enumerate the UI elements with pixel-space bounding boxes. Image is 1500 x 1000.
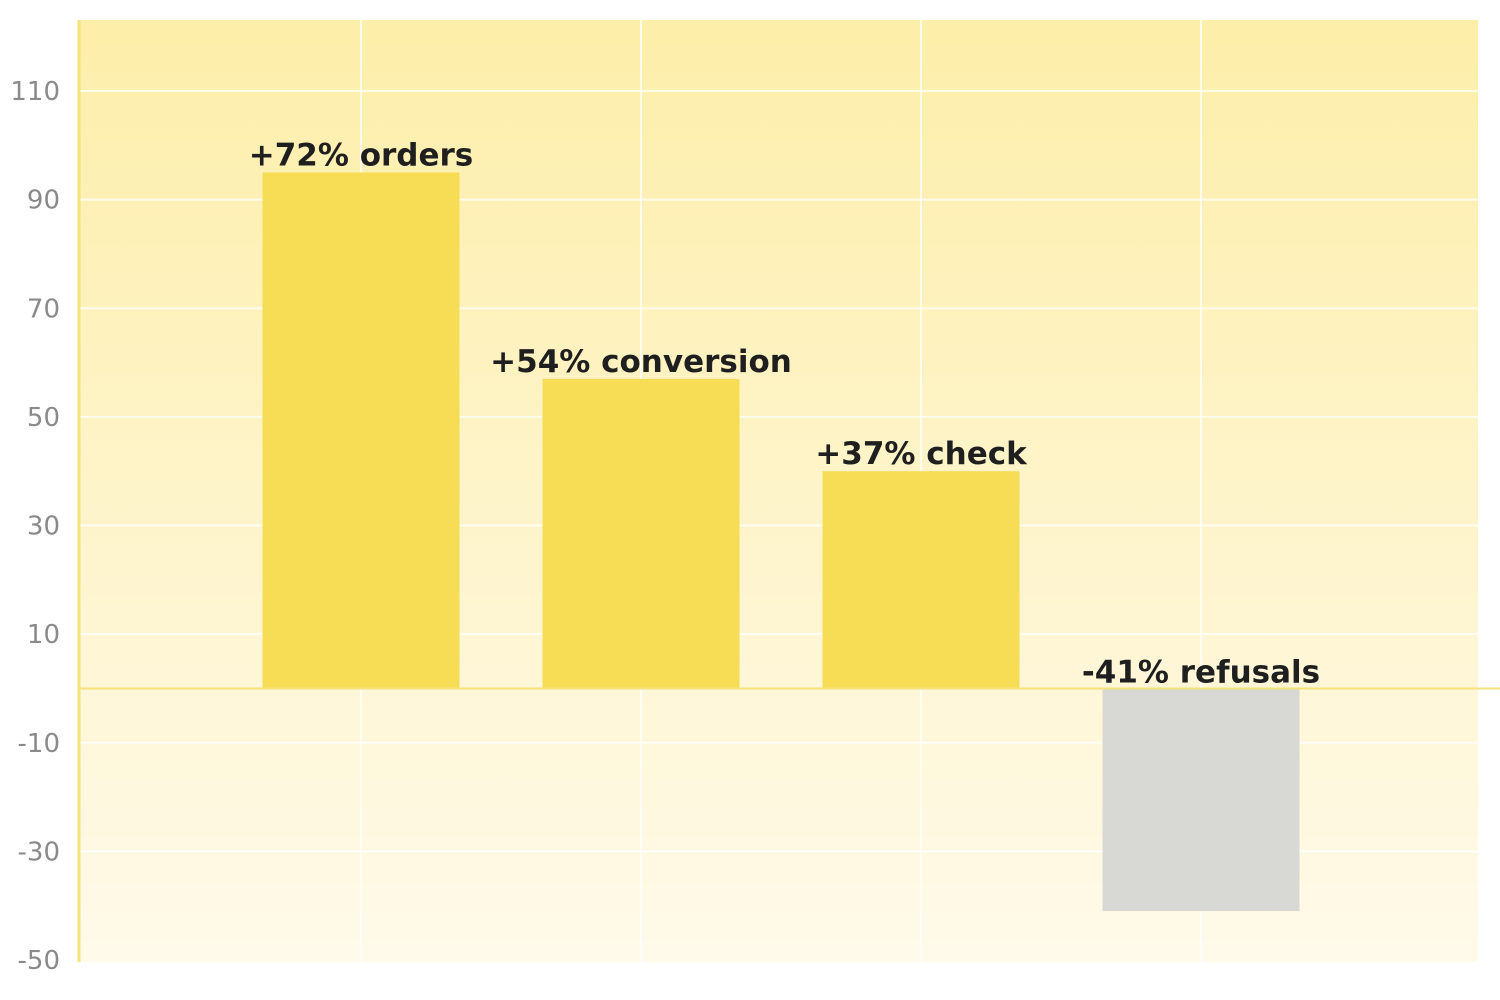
- y-tick-label: 30: [27, 512, 60, 542]
- y-tick-label: -30: [18, 837, 60, 867]
- bar-data-label: +54% conversion: [490, 344, 792, 380]
- bars: [262, 172, 1300, 912]
- bar-data-label: +72% orders: [249, 137, 474, 173]
- y-tick-label: -10: [18, 729, 60, 759]
- y-tick-label: -50: [18, 946, 60, 976]
- y-tick-label: 110: [10, 77, 60, 107]
- bar-data-label: +37% check: [815, 436, 1028, 472]
- y-tick-label: 70: [27, 294, 60, 324]
- y-tick-label: 10: [27, 620, 60, 650]
- bar-data-label: -41% refusals: [1082, 654, 1320, 690]
- bar: [262, 172, 460, 689]
- bar: [542, 378, 740, 689]
- y-axis-ticks: 110 90 70 50 30 10 -10 -30 -50: [10, 77, 60, 976]
- bar: [822, 471, 1020, 689]
- bar: [1102, 688, 1300, 912]
- y-tick-label: 90: [27, 186, 60, 216]
- y-tick-label: 50: [27, 403, 60, 433]
- bar-labels: +72% orders +54% conversion +37% check -41%…: [249, 137, 1320, 690]
